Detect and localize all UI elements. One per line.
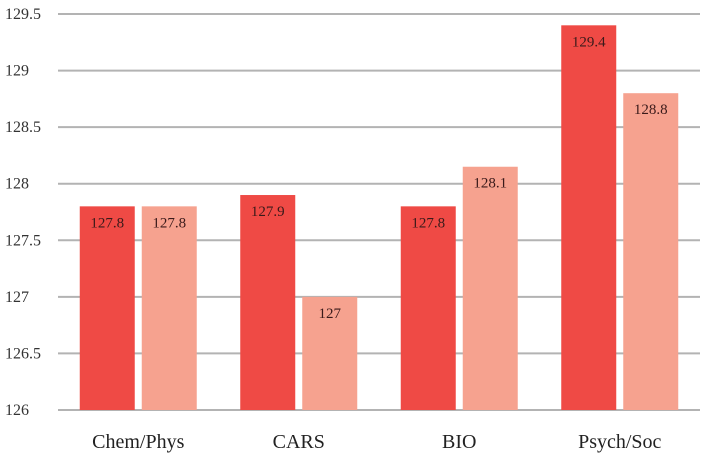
data-label: 127.8 [411,215,445,231]
y-tick-label: 126.5 [5,345,41,362]
y-tick-label: 129 [5,63,29,80]
y-tick-label: 127 [5,289,29,306]
data-label: 128.1 [473,176,507,192]
x-category-label: Chem/Phys [92,431,184,453]
data-label: 129.4 [572,34,606,50]
bar [302,296,358,410]
bar [561,25,617,411]
x-axis-category-labels: Chem/Phys CARS BIO Psych/Soc [92,431,661,453]
bar [141,206,197,410]
y-axis-tick-labels: 126 126.5 127 127.5 128 128.5 129 129.5 [5,6,41,419]
data-label: 127.9 [251,204,285,220]
data-label: 127 [319,306,342,322]
y-tick-label: 128.5 [5,119,41,136]
y-tick-label: 127.5 [5,232,41,249]
data-label: 128.8 [634,102,668,118]
bar [79,206,135,410]
x-category-label: Psych/Soc [578,431,661,453]
bar [240,195,296,410]
data-label: 127.8 [152,215,186,231]
y-tick-label: 129.5 [5,6,41,23]
bar [400,206,456,410]
bar [462,166,518,410]
x-category-label: BIO [442,431,476,453]
data-label: 127.8 [90,215,124,231]
y-tick-label: 128 [5,176,29,193]
x-category-label: CARS [273,431,325,453]
data-labels: 127.8 127.8 127.9 127 127.8 128.1 129.4 128.8 [90,34,667,322]
bars [79,25,679,411]
y-tick-label: 126 [5,402,29,419]
bar [623,93,679,410]
